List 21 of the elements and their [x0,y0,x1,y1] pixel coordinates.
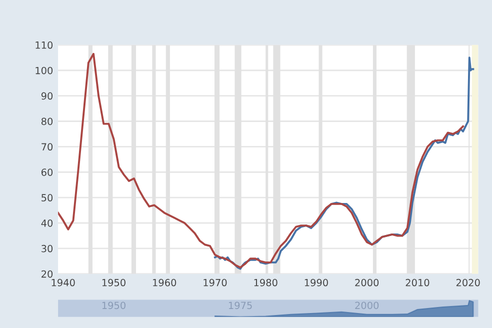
y-tick-label: 70 [42,143,53,151]
y-tick-label: 100 [36,66,53,74]
x-tick-label: 2000 [355,278,379,286]
y-tick-label: 90 [41,92,53,100]
x-tick-label: 1960 [153,278,176,286]
y-tick-label: 20 [42,270,53,278]
x-tick-label: 1950 [102,278,126,286]
y-tick-label: 80 [41,118,53,126]
line-series [214,56,474,270]
x-tick-label: 1970 [204,278,227,286]
x-tick-label: 1980 [254,278,278,286]
x-tick-label: 1940 [52,278,75,286]
line-series [58,52,464,268]
y-tick-label: 60 [42,168,53,176]
y-tick-label: 50 [42,194,53,202]
y-tick-label: 40 [41,219,53,227]
x-tick-label: 1990 [304,278,328,286]
y-tick-label: 110 [36,41,53,49]
x-tick-label: 2010 [406,278,430,286]
y-tick-label: 30 [42,244,53,252]
x-tick-label: 2020 [456,278,480,286]
